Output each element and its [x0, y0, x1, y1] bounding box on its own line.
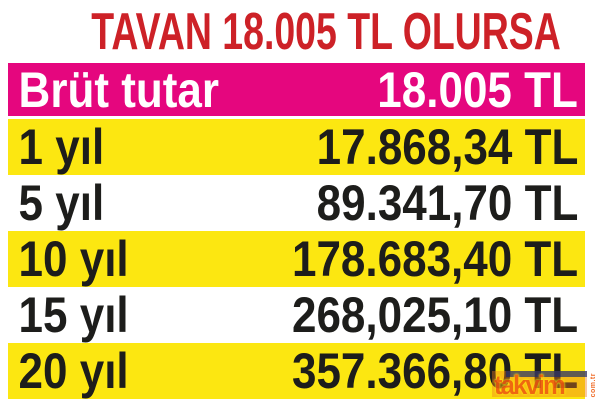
- table-row: 5 yıl 89.341,70 TL: [8, 175, 585, 231]
- header-label: Brüt tutar: [18, 61, 219, 118]
- row-value: 89.341,70 TL: [316, 175, 578, 231]
- table-body: 1 yıl 17.868,34 TL 5 yıl 89.341,70 TL 10 yıl…: [8, 119, 585, 399]
- table-row: 1 yıl 17.868,34 TL: [8, 119, 585, 175]
- page-title-text: TAVAN 18.005 TL OLURSA: [91, 3, 561, 61]
- table-row: 10 yıl 178.683,40 TL: [8, 231, 585, 287]
- takvim-watermark: takvim com.tr: [492, 370, 597, 400]
- header-value: 18.005 TL: [377, 61, 578, 118]
- table-row: 15 yıl 268,025,10 TL: [8, 287, 585, 343]
- watermark-domain-suffix: com.tr: [590, 372, 597, 397]
- row-label: 15 yıl: [18, 287, 129, 343]
- tavan-table: Brüt tutar 18.005 TL 1 yıl 17.868,34 TL 5 …: [8, 61, 585, 399]
- page-title: TAVAN 18.005 TL OLURSA: [0, 2, 600, 62]
- table-header-row: Brüt tutar 18.005 TL: [8, 61, 585, 118]
- watermark-logo-text: takvim: [494, 370, 566, 400]
- row-label: 5 yıl: [18, 175, 105, 231]
- row-value: 178.683,40 TL: [291, 231, 578, 287]
- watermark-navy-bar: [506, 371, 587, 377]
- row-label: 20 yıl: [18, 343, 129, 399]
- row-label: 10 yıl: [18, 231, 129, 287]
- row-value: 268,025,10 TL: [291, 287, 578, 343]
- row-value: 17.868,34 TL: [316, 119, 578, 175]
- row-label: 1 yıl: [18, 119, 105, 175]
